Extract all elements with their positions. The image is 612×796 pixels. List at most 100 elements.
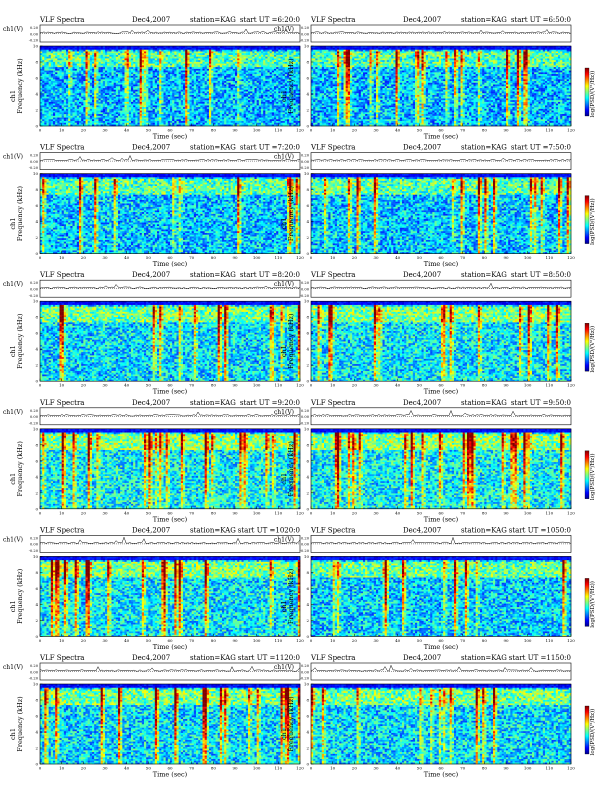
spectrogram-cell xyxy=(44,86,46,88)
spectrogram-cell xyxy=(49,110,51,112)
spectrogram-cell xyxy=(57,109,59,111)
spectrogram-cell xyxy=(55,98,57,100)
spectrogram-cell xyxy=(47,107,49,109)
spectrogram-cell xyxy=(51,121,53,123)
spectrogram-cell xyxy=(44,60,46,62)
spectrogram-cell xyxy=(57,81,59,83)
spectrogram-cell xyxy=(47,95,49,97)
spectrogram-cell xyxy=(53,86,55,88)
spectrogram-cell xyxy=(51,79,53,81)
spectrogram-cell xyxy=(57,72,59,74)
spectrogram-cell xyxy=(51,110,53,112)
spectrogram-cell xyxy=(42,86,44,88)
spectrogram-cell xyxy=(49,49,51,51)
spectrogram-cell xyxy=(42,114,44,116)
spectrogram-cell xyxy=(60,103,62,105)
spectrogram-cell xyxy=(42,53,44,55)
spectrogram-cell xyxy=(55,116,57,118)
spectrogram-cell xyxy=(47,100,49,102)
spectrogram-cell xyxy=(44,96,46,98)
spectrogram-cell xyxy=(49,89,51,91)
spectrogram-cell xyxy=(47,56,49,58)
spectrogram-cell xyxy=(44,117,46,119)
spectrogram-cell xyxy=(40,103,42,105)
spectrogram-cell xyxy=(40,117,42,119)
spectrogram-cell xyxy=(57,79,59,81)
spectrogram-cell xyxy=(49,55,51,57)
spectrogram-cell xyxy=(51,109,53,111)
spectrogram-cell xyxy=(40,98,42,100)
spectrogram-cell xyxy=(51,89,53,91)
spectrogram-cell xyxy=(47,110,49,112)
spectrogram-cell xyxy=(47,74,49,76)
spectrogram-cell xyxy=(47,88,49,90)
spectrogram-cell xyxy=(40,95,42,97)
spectrogram-cell xyxy=(42,95,44,97)
spectrogram-cell xyxy=(53,67,55,69)
spectrogram-cell xyxy=(44,70,46,72)
spectrogram-cell xyxy=(55,89,57,91)
spectrogram-cell xyxy=(47,114,49,116)
spectrogram-cell xyxy=(51,65,53,67)
spectrogram-cell xyxy=(49,58,51,60)
spectrogram-cell xyxy=(57,103,59,105)
spectrogram-cell xyxy=(42,93,44,95)
spectrogram-cell xyxy=(42,123,44,125)
spectrogram-cell xyxy=(40,81,42,83)
spectrogram-cell xyxy=(47,48,49,50)
spectrogram-cell xyxy=(47,123,49,125)
spectrogram-cell xyxy=(40,105,42,107)
spectrogram-cell xyxy=(51,48,53,50)
spectrogram-cell xyxy=(55,107,57,109)
spectrogram-cell xyxy=(42,89,44,91)
spectrogram-cell xyxy=(57,116,59,118)
spectrogram-cell xyxy=(44,72,46,74)
spectrogram-cell xyxy=(57,51,59,53)
spectrogram-cell xyxy=(55,109,57,111)
spectrogram-cell xyxy=(51,51,53,53)
spectrogram-cell xyxy=(53,70,55,72)
spectrogram-cell xyxy=(55,95,57,97)
spectrogram-cell xyxy=(40,89,42,91)
spectrogram-cell xyxy=(55,49,57,51)
spectrogram-cell xyxy=(49,93,51,95)
spectrogram-cell xyxy=(44,81,46,83)
spectrogram-cell xyxy=(55,63,57,65)
spectrogram-cell xyxy=(57,95,59,97)
spectrogram-cell xyxy=(55,105,57,107)
spectrogram-cell xyxy=(55,67,57,69)
spectrogram-cell xyxy=(49,109,51,111)
spectrogram-cell xyxy=(47,83,49,85)
spectrogram-cell xyxy=(49,86,51,88)
spectrogram-cell xyxy=(47,79,49,81)
spectrogram-cell xyxy=(53,116,55,118)
panel-date: Dec4,2007 xyxy=(132,16,170,24)
spectrogram-cell xyxy=(49,100,51,102)
spectrogram-cell xyxy=(51,102,53,104)
spectrogram-cell xyxy=(44,49,46,51)
spectrogram-cell xyxy=(44,100,46,102)
waveform-label: ch1(V) xyxy=(3,26,23,33)
spectrogram-cell xyxy=(57,55,59,57)
spectrogram-cell xyxy=(55,86,57,88)
spectrogram-cell xyxy=(40,116,42,118)
spectrogram-cell xyxy=(51,119,53,121)
spectrogram-cell xyxy=(40,83,42,85)
spectrogram-cell xyxy=(44,79,46,81)
spectrogram-cell xyxy=(40,51,42,53)
spectrogram-cell xyxy=(60,121,62,123)
spectrogram-cell xyxy=(55,70,57,72)
spectrogram-cell xyxy=(49,117,51,119)
spectrogram-cell xyxy=(60,117,62,119)
spectrogram-cell xyxy=(40,63,42,65)
panel-station: station=KAG xyxy=(190,16,236,24)
spectrogram-cell xyxy=(40,55,42,57)
spectrogram-cell xyxy=(47,112,49,114)
spectrogram-cell xyxy=(53,105,55,107)
panel-start-time: start UT =6:20:0 xyxy=(240,16,300,24)
spectrogram-cell xyxy=(55,62,57,64)
spectrogram-cell xyxy=(55,93,57,95)
spectrogram-cell xyxy=(55,53,57,55)
spectrogram-cell xyxy=(51,84,53,86)
spectrogram-cell xyxy=(40,77,42,79)
